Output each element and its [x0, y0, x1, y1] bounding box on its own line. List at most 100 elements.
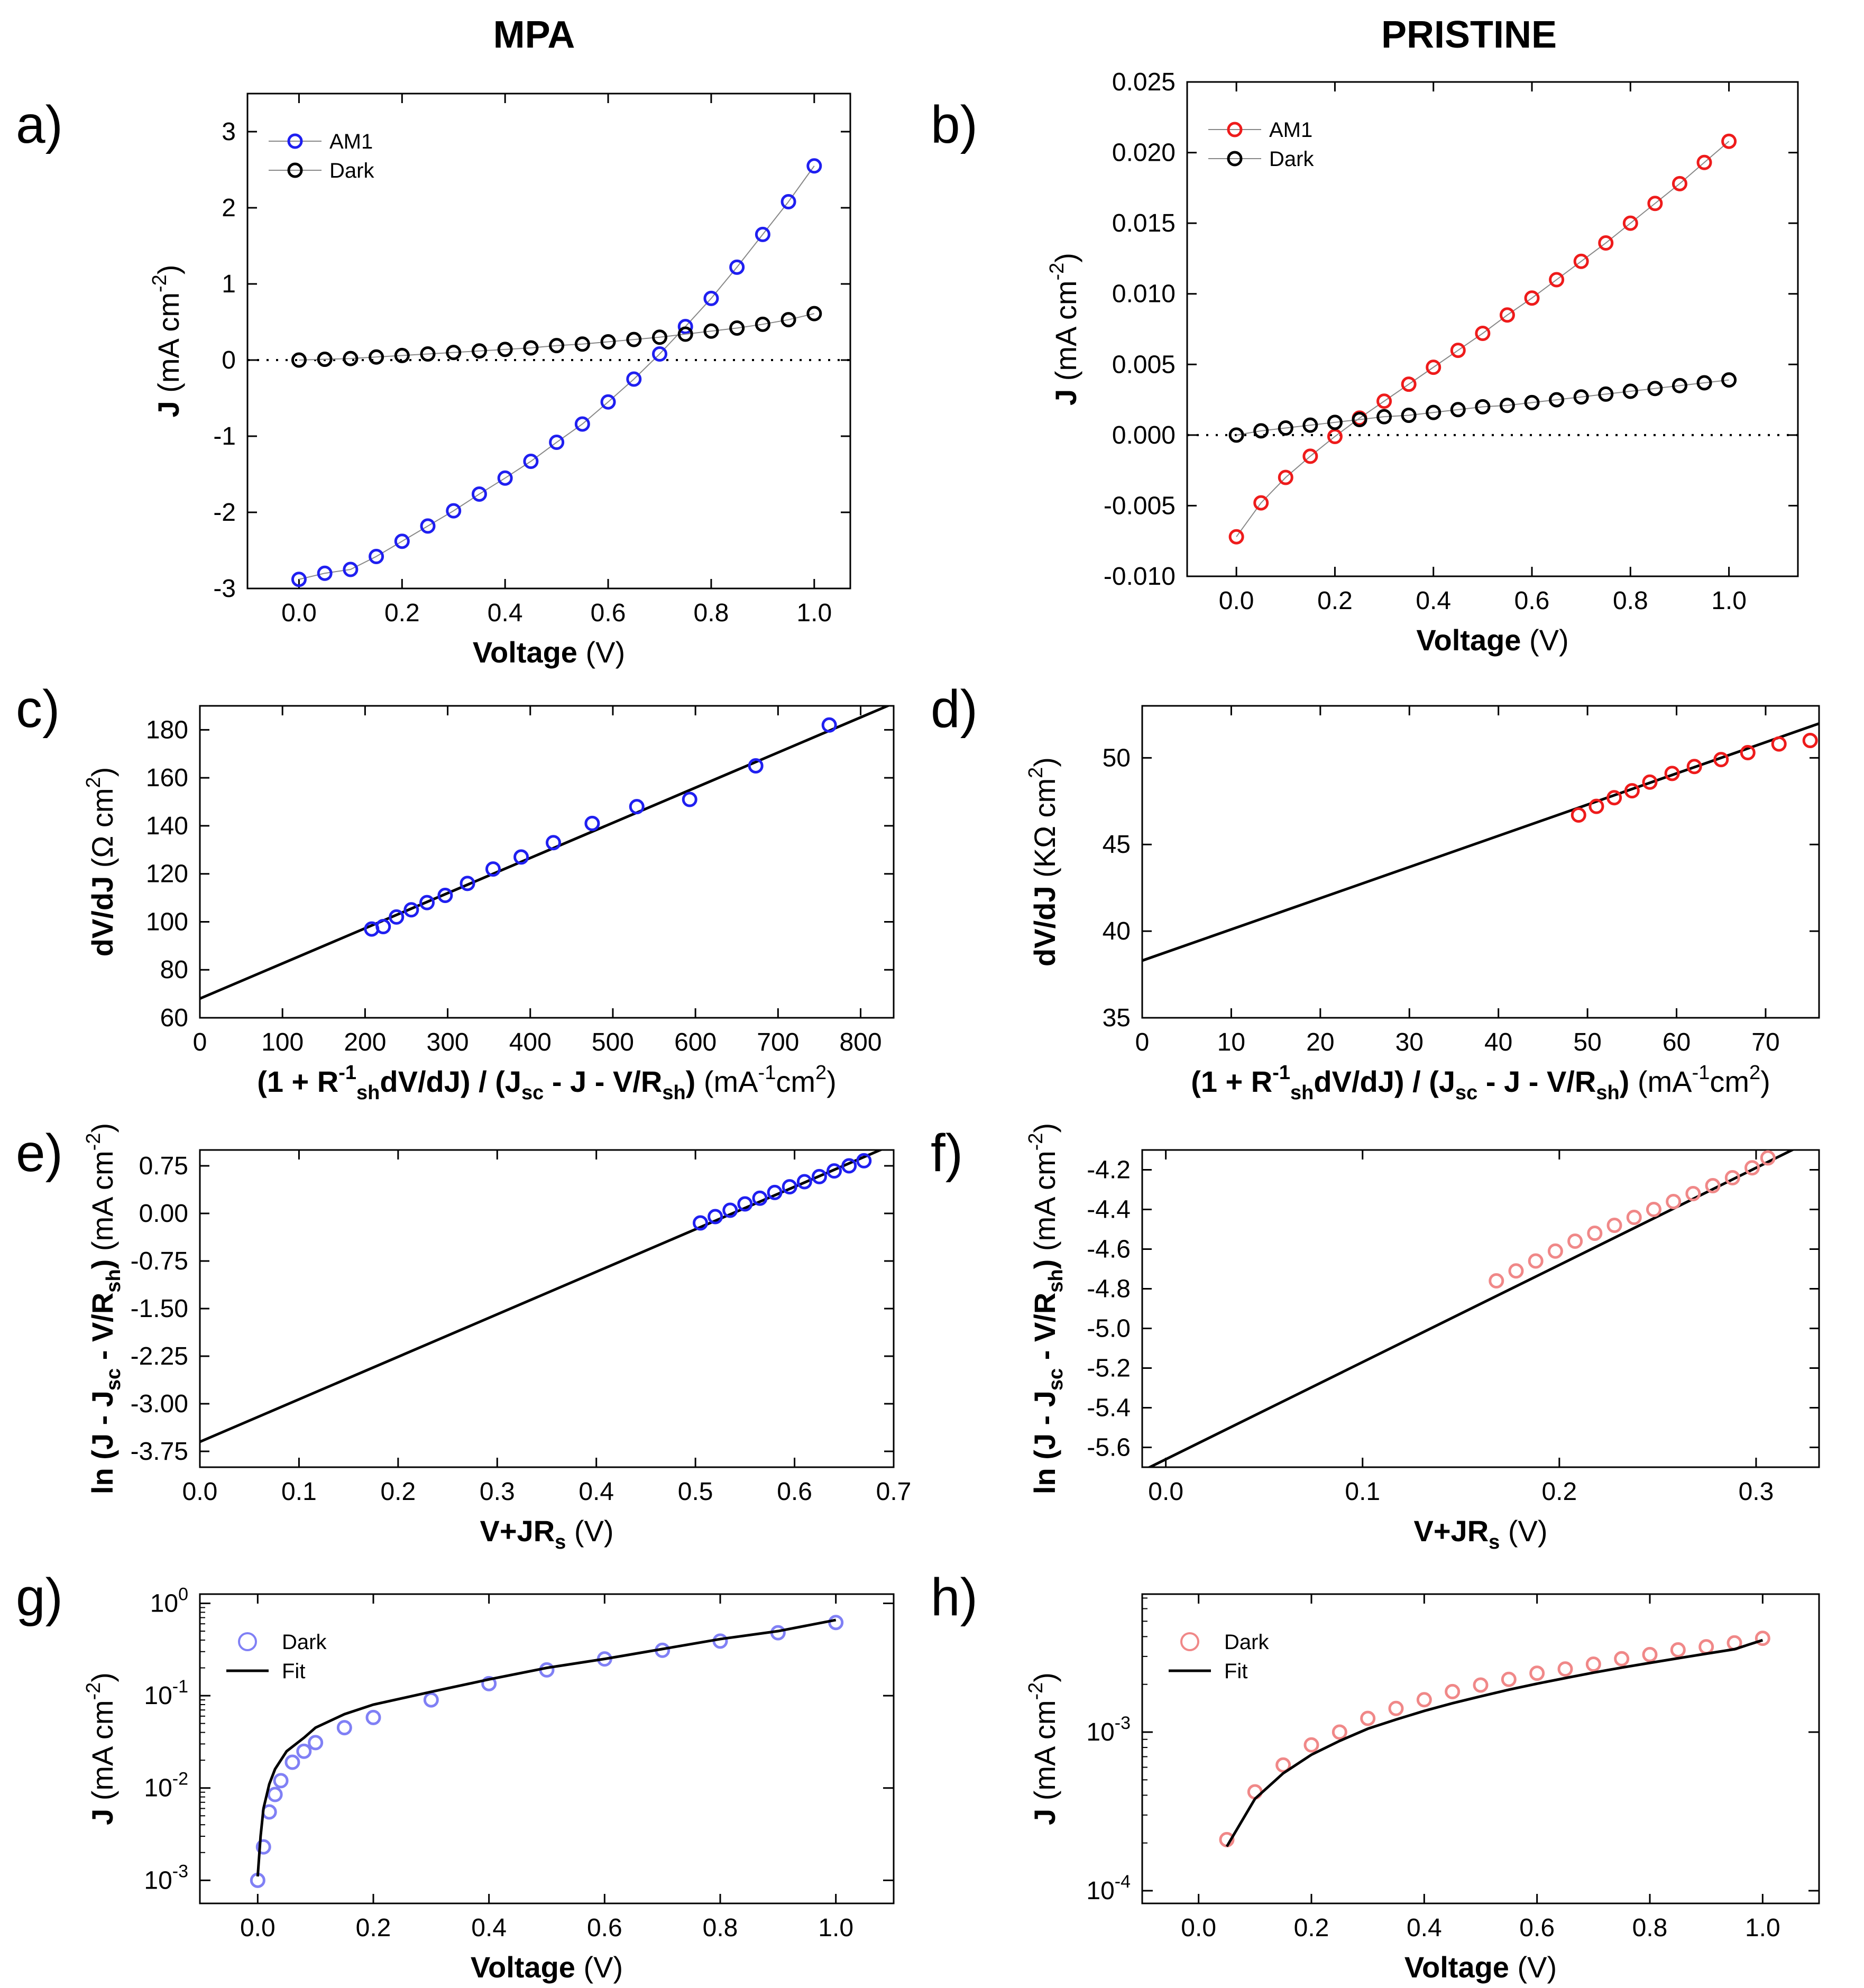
data-point	[1622, 383, 1638, 399]
y-tick-label: -3.00	[131, 1390, 188, 1418]
data-point	[375, 919, 391, 935]
y-tick-label: -1.50	[131, 1295, 188, 1323]
data-point	[629, 799, 645, 815]
label-part: sc	[1455, 1082, 1477, 1104]
label-part: Voltage	[471, 1950, 575, 1984]
data-point	[1327, 415, 1343, 430]
data-point	[420, 518, 436, 534]
panel-letter: h)	[931, 1568, 978, 1627]
x-tick-label: 0.2	[1294, 1914, 1329, 1942]
y-tick-label: 0.005	[1112, 351, 1176, 379]
data-point	[1755, 1631, 1770, 1646]
label-part: )	[1028, 1123, 1061, 1133]
label-part: )	[1028, 757, 1061, 767]
y-axis-label: dV/dJ (KΩ cm2)	[1025, 757, 1061, 967]
label-part: -3	[1115, 1713, 1131, 1733]
label-part: -2	[1046, 263, 1068, 281]
label-part: -2	[149, 274, 171, 292]
plot-area	[1187, 133, 1798, 545]
x-tick-label: 0.0	[240, 1914, 276, 1942]
data-point	[1475, 326, 1491, 342]
label-part: Voltage	[1416, 623, 1521, 657]
data-point	[1646, 1202, 1661, 1217]
plot-area	[1146, 1150, 1795, 1467]
label-part: 10	[150, 1589, 178, 1617]
legend-label: Fit	[282, 1660, 305, 1683]
label-part: -3	[172, 1861, 188, 1881]
data-point	[811, 1168, 827, 1184]
y-tick-label: 120	[146, 860, 188, 888]
data-point	[1489, 1273, 1504, 1288]
data-point	[1547, 1243, 1563, 1259]
data-point	[755, 226, 770, 242]
data-point	[1598, 235, 1614, 251]
data-point	[806, 306, 822, 321]
plot-area	[247, 158, 850, 587]
label-part: (V)	[1509, 1950, 1557, 1984]
fit-line	[200, 706, 892, 1000]
label-part: (V)	[575, 1950, 623, 1984]
label-part: cm	[776, 1065, 815, 1098]
panel-letter: f)	[931, 1124, 963, 1183]
label-part: J	[1049, 389, 1082, 406]
x-tick-label: 700	[757, 1028, 799, 1056]
label-part: )	[1760, 1065, 1770, 1098]
fit-line	[1146, 1150, 1795, 1467]
y-tick-label: 100	[146, 908, 188, 936]
label-part: s	[555, 1531, 566, 1553]
data-point	[1524, 290, 1540, 306]
legend-marker	[1227, 151, 1243, 167]
data-point	[481, 1676, 497, 1691]
x-tick-label: 0.4	[1407, 1914, 1442, 1942]
data-point	[1721, 372, 1737, 388]
label-part: ln (J - J	[86, 1391, 119, 1494]
y-tick-label: 160	[146, 764, 188, 792]
x-tick-label: 0.2	[384, 599, 420, 627]
x-axis-label: Voltage (V)	[1404, 1950, 1557, 1984]
x-tick-label: 1.0	[818, 1914, 853, 1942]
data-point	[1802, 733, 1818, 749]
label-part: -1	[338, 1062, 356, 1084]
label-part: sc	[103, 1368, 125, 1391]
data-point	[827, 1163, 842, 1179]
x-tick-label: 0.0	[1148, 1478, 1183, 1506]
data-point	[365, 1709, 381, 1725]
data-point	[446, 503, 462, 519]
y-axis-label: ln (J - Jsc - V/Rsh) (mA cm-2)	[82, 1123, 125, 1494]
label-part: -2	[82, 1133, 105, 1151]
label-part: (1 + R	[1191, 1065, 1272, 1098]
data-point	[828, 1615, 844, 1631]
x-tick-label: 0.1	[1345, 1478, 1380, 1506]
x-tick-label: 0.6	[1519, 1914, 1555, 1942]
data-point	[1672, 176, 1687, 191]
label-part: sh	[1290, 1082, 1314, 1104]
x-tick-label: 0.0	[1219, 587, 1254, 615]
y-tick-label: 10-4	[1086, 1872, 1131, 1905]
data-point	[1360, 1710, 1376, 1726]
legend-label: Fit	[1224, 1660, 1247, 1683]
y-axis-label: J (mA cm-2)	[149, 265, 185, 418]
data-point	[1450, 402, 1466, 418]
label-part: (mA cm	[152, 292, 185, 401]
legend-label: Dark	[282, 1631, 327, 1654]
y-tick-label: -5.2	[1087, 1355, 1131, 1383]
data-point	[1401, 407, 1417, 423]
x-tick-label: 10	[1217, 1028, 1245, 1056]
data-point	[460, 876, 475, 891]
label-part: )	[86, 1259, 119, 1269]
panel-letter: g)	[16, 1568, 63, 1627]
data-point	[626, 332, 642, 347]
data-point	[1253, 495, 1269, 511]
label-part: J	[152, 401, 185, 417]
data-point	[1557, 1661, 1573, 1677]
y-tick-label: 180	[146, 716, 188, 744]
data-point	[317, 565, 333, 581]
data-point	[1352, 411, 1367, 427]
label-part: dV/dJ	[86, 876, 119, 956]
data-point	[693, 1215, 709, 1231]
column-title-mpa: MPA	[493, 14, 575, 56]
data-point	[549, 338, 565, 354]
data-point	[1721, 133, 1737, 149]
data-point	[523, 340, 539, 356]
plot-frame	[199, 705, 895, 1019]
